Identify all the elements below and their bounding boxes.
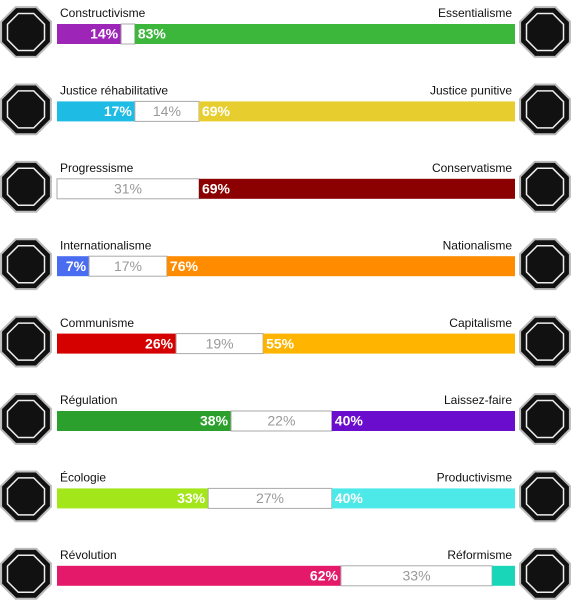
axis-icon-inner bbox=[525, 322, 565, 361]
axis-icon bbox=[519, 238, 571, 291]
axis-icon-inner bbox=[6, 244, 46, 284]
right-label: Justice punitive bbox=[430, 84, 512, 98]
axis-icon-inner bbox=[6, 554, 46, 594]
axis-icon-inner bbox=[6, 12, 46, 52]
axis-icon-inner bbox=[6, 167, 46, 207]
bar-segment bbox=[57, 256, 90, 277]
axis-icon bbox=[519, 547, 571, 600]
axis-icon-inner bbox=[525, 244, 565, 284]
bar-segment bbox=[57, 333, 177, 354]
right-label: Nationalisme bbox=[443, 238, 513, 252]
percent-label: 17% bbox=[104, 103, 133, 119]
axis-icon-inner bbox=[525, 477, 565, 516]
percent-label: 31% bbox=[114, 181, 142, 197]
percent-label: 33% bbox=[177, 490, 206, 506]
bar-segment bbox=[198, 178, 516, 199]
bar-segment bbox=[57, 101, 135, 122]
axis-icon bbox=[0, 160, 52, 213]
bar-segment bbox=[134, 24, 516, 44]
percent-label: 26% bbox=[145, 335, 174, 351]
right-label: Capitalisme bbox=[449, 316, 512, 330]
axis-icon-inner bbox=[6, 322, 46, 361]
percent-label: 69% bbox=[202, 103, 231, 119]
right-label: Laissez-faire bbox=[444, 393, 512, 407]
percent-label: 7% bbox=[66, 258, 87, 274]
axis-icon bbox=[519, 470, 571, 523]
axis-icon bbox=[0, 315, 52, 368]
bar-segment bbox=[166, 256, 516, 277]
bar-segment bbox=[120, 23, 136, 45]
axis-icon bbox=[519, 315, 571, 368]
axis-icon-inner bbox=[525, 554, 565, 594]
percent-label: 40% bbox=[335, 413, 364, 429]
axis-icon-inner bbox=[6, 399, 46, 439]
right-label: Essentialisme bbox=[438, 6, 512, 20]
bar-segment bbox=[331, 411, 515, 431]
left-label: Progressisme bbox=[60, 161, 134, 175]
axis-icon bbox=[519, 393, 571, 445]
axis-icon-inner bbox=[525, 167, 565, 207]
axis-icon bbox=[0, 470, 52, 523]
axis-icon-inner bbox=[6, 90, 46, 129]
percent-label: 19% bbox=[206, 335, 234, 351]
percent-label: 17% bbox=[114, 258, 142, 274]
percent-label: 62% bbox=[310, 568, 339, 584]
axis-icon-inner bbox=[525, 90, 565, 129]
bar-segment bbox=[57, 24, 122, 44]
percent-label: 55% bbox=[266, 335, 295, 351]
bar-segment bbox=[57, 488, 209, 509]
bar-segment bbox=[57, 565, 341, 586]
right-label: Productivisme bbox=[437, 471, 513, 485]
left-label: Communisme bbox=[60, 316, 134, 330]
axis-icon bbox=[0, 238, 52, 291]
percent-label: 14% bbox=[90, 26, 119, 42]
axis-icon-inner bbox=[525, 12, 565, 52]
left-label: Régulation bbox=[60, 393, 117, 407]
percent-label: 22% bbox=[267, 413, 295, 429]
axis-icon bbox=[0, 83, 52, 136]
percent-label: 38% bbox=[200, 413, 229, 429]
percent-label: 69% bbox=[202, 181, 231, 197]
axis-icon-inner bbox=[6, 477, 46, 516]
axis-icon bbox=[0, 6, 52, 58]
percent-label: 76% bbox=[170, 258, 199, 274]
left-label: Écologie bbox=[60, 470, 106, 485]
percent-label: 14% bbox=[153, 103, 181, 119]
axis-icon-inner bbox=[525, 399, 565, 439]
percent-label: 33% bbox=[403, 568, 431, 584]
right-label: Réformisme bbox=[447, 548, 512, 562]
axis-icon bbox=[519, 83, 571, 136]
bar-segment bbox=[331, 488, 515, 509]
bar-segment bbox=[198, 101, 516, 122]
bar-segment bbox=[340, 565, 493, 587]
bar-segment bbox=[263, 333, 515, 354]
bar-segment bbox=[57, 411, 232, 431]
percent-label: 27% bbox=[256, 490, 284, 506]
axis-icon bbox=[519, 6, 571, 58]
bar-segment bbox=[492, 565, 515, 586]
right-label: Conservatisme bbox=[432, 161, 512, 175]
left-label: Internationalisme bbox=[60, 238, 152, 252]
percent-label: 40% bbox=[335, 490, 364, 506]
left-label: Constructivisme bbox=[60, 6, 146, 20]
axis-icon bbox=[0, 547, 52, 600]
left-label: Justice réhabilitative bbox=[60, 84, 168, 98]
percent-label: 83% bbox=[138, 26, 167, 42]
axis-icon bbox=[519, 160, 571, 213]
axis-icon bbox=[0, 393, 52, 445]
left-label: Révolution bbox=[60, 548, 117, 562]
